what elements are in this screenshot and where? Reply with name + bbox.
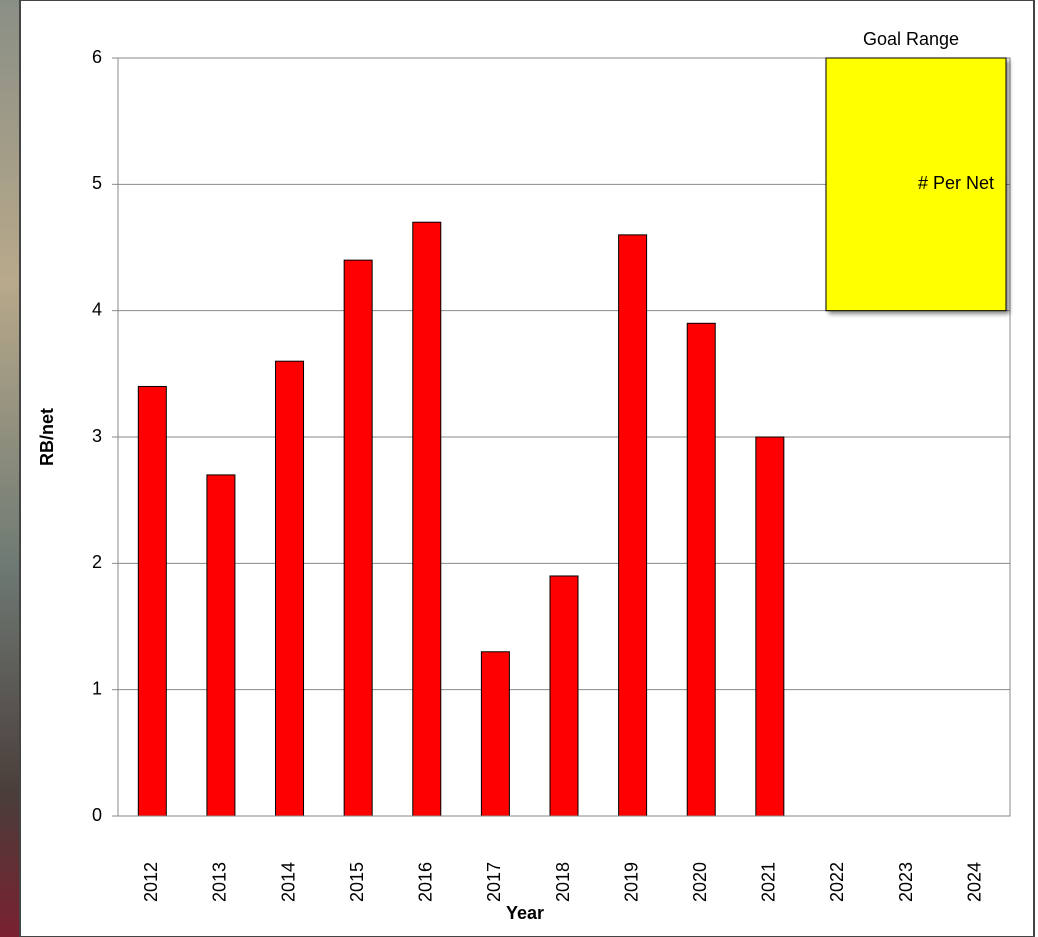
- bar: [344, 260, 372, 816]
- bar: [481, 652, 509, 816]
- bar: [207, 475, 235, 816]
- x-tick-label: 2023: [896, 862, 916, 902]
- goal-range-label: Goal Range: [863, 29, 959, 49]
- bar: [619, 235, 647, 816]
- bar: [756, 437, 784, 816]
- x-tick-label: 2017: [484, 862, 504, 902]
- annotations: Goal Range # Per Net: [826, 29, 1006, 311]
- x-tick-label: 2021: [759, 862, 779, 902]
- x-axis-label: Year: [506, 903, 544, 923]
- bar: [413, 222, 441, 816]
- bar: [550, 576, 578, 816]
- y-tick-label: 3: [92, 426, 102, 446]
- x-tick-label: 2024: [964, 862, 984, 902]
- x-tick-label: 2016: [416, 862, 436, 902]
- x-tick-label: 2019: [621, 862, 641, 902]
- y-tick-label: 6: [92, 47, 102, 67]
- background-photo: [0, 0, 22, 937]
- x-tick-label: 2018: [553, 862, 573, 902]
- x-tick-label: 2012: [141, 862, 161, 902]
- y-tick-label: 2: [92, 552, 102, 572]
- x-tick-label: 2014: [278, 862, 298, 902]
- y-tick-label: 0: [92, 805, 102, 825]
- bar: [138, 386, 166, 816]
- goal-range-text: # Per Net: [918, 173, 994, 193]
- chart: RB/net Year 0 1 2 3 4 5 6 2012 2013 2014 2015 2016 2…: [0, 0, 1038, 937]
- y-tick-label: 4: [92, 299, 102, 319]
- y-tick-label: 1: [92, 678, 102, 698]
- page: {"chart_data": {"type": "bar", "x_label"…: [0, 0, 1038, 937]
- y-tick-label: 5: [92, 173, 102, 193]
- bar: [276, 361, 304, 816]
- bar: [687, 323, 715, 816]
- y-axis-label: RB/net: [37, 408, 57, 466]
- x-tick-label: 2015: [347, 862, 367, 902]
- x-tick-label: 2020: [690, 862, 710, 902]
- x-tick-label: 2013: [210, 862, 230, 902]
- x-tick-label: 2022: [827, 862, 847, 902]
